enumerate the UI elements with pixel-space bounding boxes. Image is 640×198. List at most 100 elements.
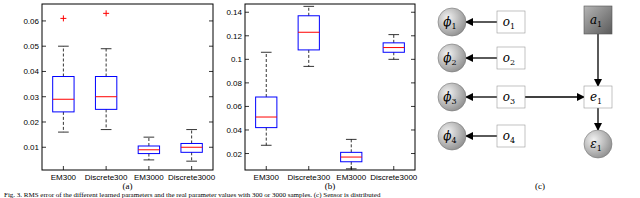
x-tick xyxy=(266,166,267,170)
upper-whisker xyxy=(351,139,352,152)
y-tick xyxy=(42,20,46,21)
median xyxy=(53,99,74,100)
node-label: o3 xyxy=(503,90,515,106)
node-symbol: a xyxy=(590,13,597,27)
y-tick xyxy=(209,121,213,122)
x-tick-label: EM300 xyxy=(51,173,77,182)
median xyxy=(138,149,159,150)
min-cap xyxy=(101,129,112,130)
y-tick-label: 0.03 xyxy=(23,93,39,102)
y-tick xyxy=(42,96,46,97)
node-symbol: ϕ xyxy=(443,15,451,29)
plot-frame xyxy=(245,4,415,170)
median xyxy=(256,117,277,118)
max-cap xyxy=(261,52,272,53)
y-tick xyxy=(42,71,46,72)
x-tick xyxy=(393,166,394,170)
edge xyxy=(466,57,497,58)
median xyxy=(95,96,116,97)
upper-whisker xyxy=(63,46,64,76)
node-subscript: 2 xyxy=(510,58,515,67)
y-tick-label: 0.02 xyxy=(226,150,242,159)
node-symbol: o xyxy=(503,15,510,29)
node-subscript: 2 xyxy=(452,58,457,67)
x-tick xyxy=(148,166,149,170)
upper-whisker xyxy=(308,6,309,15)
node-symbol: o xyxy=(503,51,510,65)
node-label: ϕ4 xyxy=(443,129,456,145)
variable-node xyxy=(438,44,466,72)
edge xyxy=(597,34,598,86)
y-tick xyxy=(411,106,415,107)
x-tick-label: Discrete3000 xyxy=(370,173,418,182)
y-tick xyxy=(411,59,415,60)
node-label: ϕ1 xyxy=(443,15,456,31)
outlier xyxy=(103,10,109,16)
lower-whisker xyxy=(63,112,64,132)
lower-whisker xyxy=(106,109,107,129)
median xyxy=(298,32,319,33)
caption: Fig. 3. RMS error of the different learn… xyxy=(4,191,381,198)
y-tick-label: 0.05 xyxy=(23,42,39,51)
y-tick xyxy=(245,106,249,107)
y-tick xyxy=(245,59,249,60)
observation-node xyxy=(497,47,525,69)
lower-whisker xyxy=(393,52,394,59)
max-cap xyxy=(144,137,155,138)
y-tick-label: 0.01 xyxy=(23,143,39,152)
lower-whisker xyxy=(266,128,267,146)
x-tick xyxy=(191,166,192,170)
y-tick xyxy=(209,46,213,47)
panel-label: (c) xyxy=(535,181,545,191)
node-subscript: 1 xyxy=(452,22,457,31)
node-symbol: ϕ xyxy=(443,90,451,104)
node-symbol: o xyxy=(503,129,510,143)
node-subscript: 3 xyxy=(510,97,515,106)
observation-node xyxy=(584,86,612,108)
box xyxy=(181,143,202,152)
panel-label: (a) xyxy=(123,181,133,191)
y-tick xyxy=(245,129,249,130)
box xyxy=(383,43,404,52)
edge xyxy=(466,135,497,136)
variable-node xyxy=(584,130,612,158)
y-tick xyxy=(209,20,213,21)
y-tick xyxy=(42,46,46,47)
min-cap xyxy=(346,168,357,169)
edge xyxy=(466,21,497,22)
node-label: ϕ2 xyxy=(443,51,456,67)
x-tick-label: EM3000 xyxy=(336,173,366,182)
box xyxy=(138,146,159,154)
y-tick-label: 0.06 xyxy=(226,102,242,111)
marks xyxy=(256,6,405,168)
max-cap xyxy=(101,48,112,49)
y-tick xyxy=(411,35,415,36)
y-tick xyxy=(411,129,415,130)
y-tick-label: 0.14 xyxy=(226,8,242,17)
lower-whisker xyxy=(148,154,149,160)
max-cap xyxy=(186,129,197,130)
median xyxy=(181,147,202,148)
variable-node xyxy=(438,122,466,150)
node-subscript: 1 xyxy=(597,20,602,29)
edge xyxy=(525,96,584,97)
y-tick xyxy=(42,147,46,148)
node-symbol: o xyxy=(503,90,510,104)
node-label: o2 xyxy=(503,51,515,67)
node-symbol: e xyxy=(590,90,597,104)
node-label: ε1 xyxy=(590,137,602,153)
y-tick xyxy=(245,35,249,36)
y-tick xyxy=(209,71,213,72)
observation-node xyxy=(497,11,525,33)
node-subscript: 1 xyxy=(597,144,602,153)
y-tick xyxy=(209,96,213,97)
box-plot: 0.020.040.060.080.10.120.14EM300Discrete… xyxy=(226,4,417,182)
node-subscript: 4 xyxy=(452,136,457,145)
edge xyxy=(597,108,598,130)
plot-frame xyxy=(42,4,213,170)
upper-whisker xyxy=(148,137,149,146)
upper-whisker xyxy=(266,52,267,97)
upper-whisker xyxy=(191,130,192,144)
upper-whisker xyxy=(106,49,107,77)
node-label: o4 xyxy=(503,129,515,145)
